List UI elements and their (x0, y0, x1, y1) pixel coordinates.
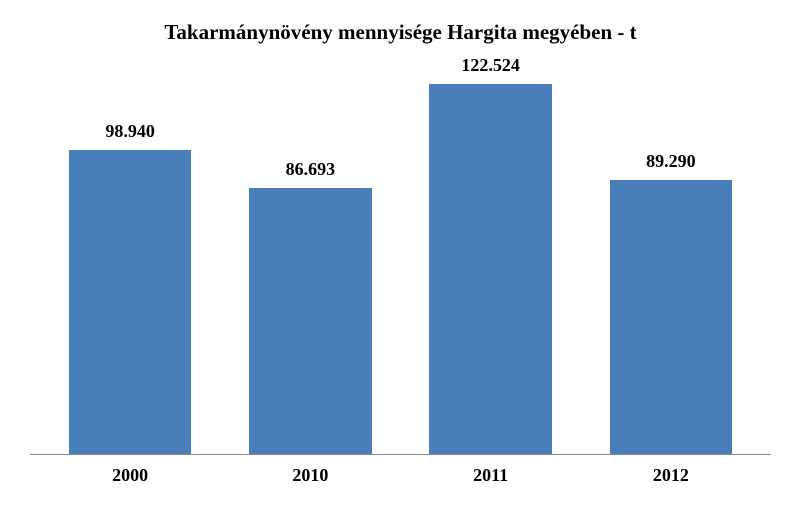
x-axis-label: 2000 (40, 465, 220, 486)
x-axis-label: 2010 (220, 465, 400, 486)
bar-chart: Takarmánynövény mennyisége Hargita megyé… (0, 0, 801, 506)
bar-value-label: 98.940 (105, 121, 155, 142)
bar-group: 122.524 (401, 55, 581, 454)
bar-group: 89.290 (581, 55, 761, 454)
plot-area: 98.940 86.693 122.524 89.290 (30, 55, 771, 455)
x-axis-label: 2012 (581, 465, 761, 486)
chart-title: Takarmánynövény mennyisége Hargita megyé… (30, 20, 771, 45)
bar-group: 86.693 (220, 55, 400, 454)
bar-group: 98.940 (40, 55, 220, 454)
bar-value-label: 122.524 (461, 55, 520, 76)
x-axis: 2000201020112012 (30, 455, 771, 486)
bar (69, 150, 192, 454)
bar (249, 188, 372, 454)
bar-value-label: 89.290 (646, 151, 696, 172)
x-axis-label: 2011 (401, 465, 581, 486)
bar (429, 84, 552, 454)
bar (610, 180, 733, 454)
bar-value-label: 86.693 (286, 159, 336, 180)
